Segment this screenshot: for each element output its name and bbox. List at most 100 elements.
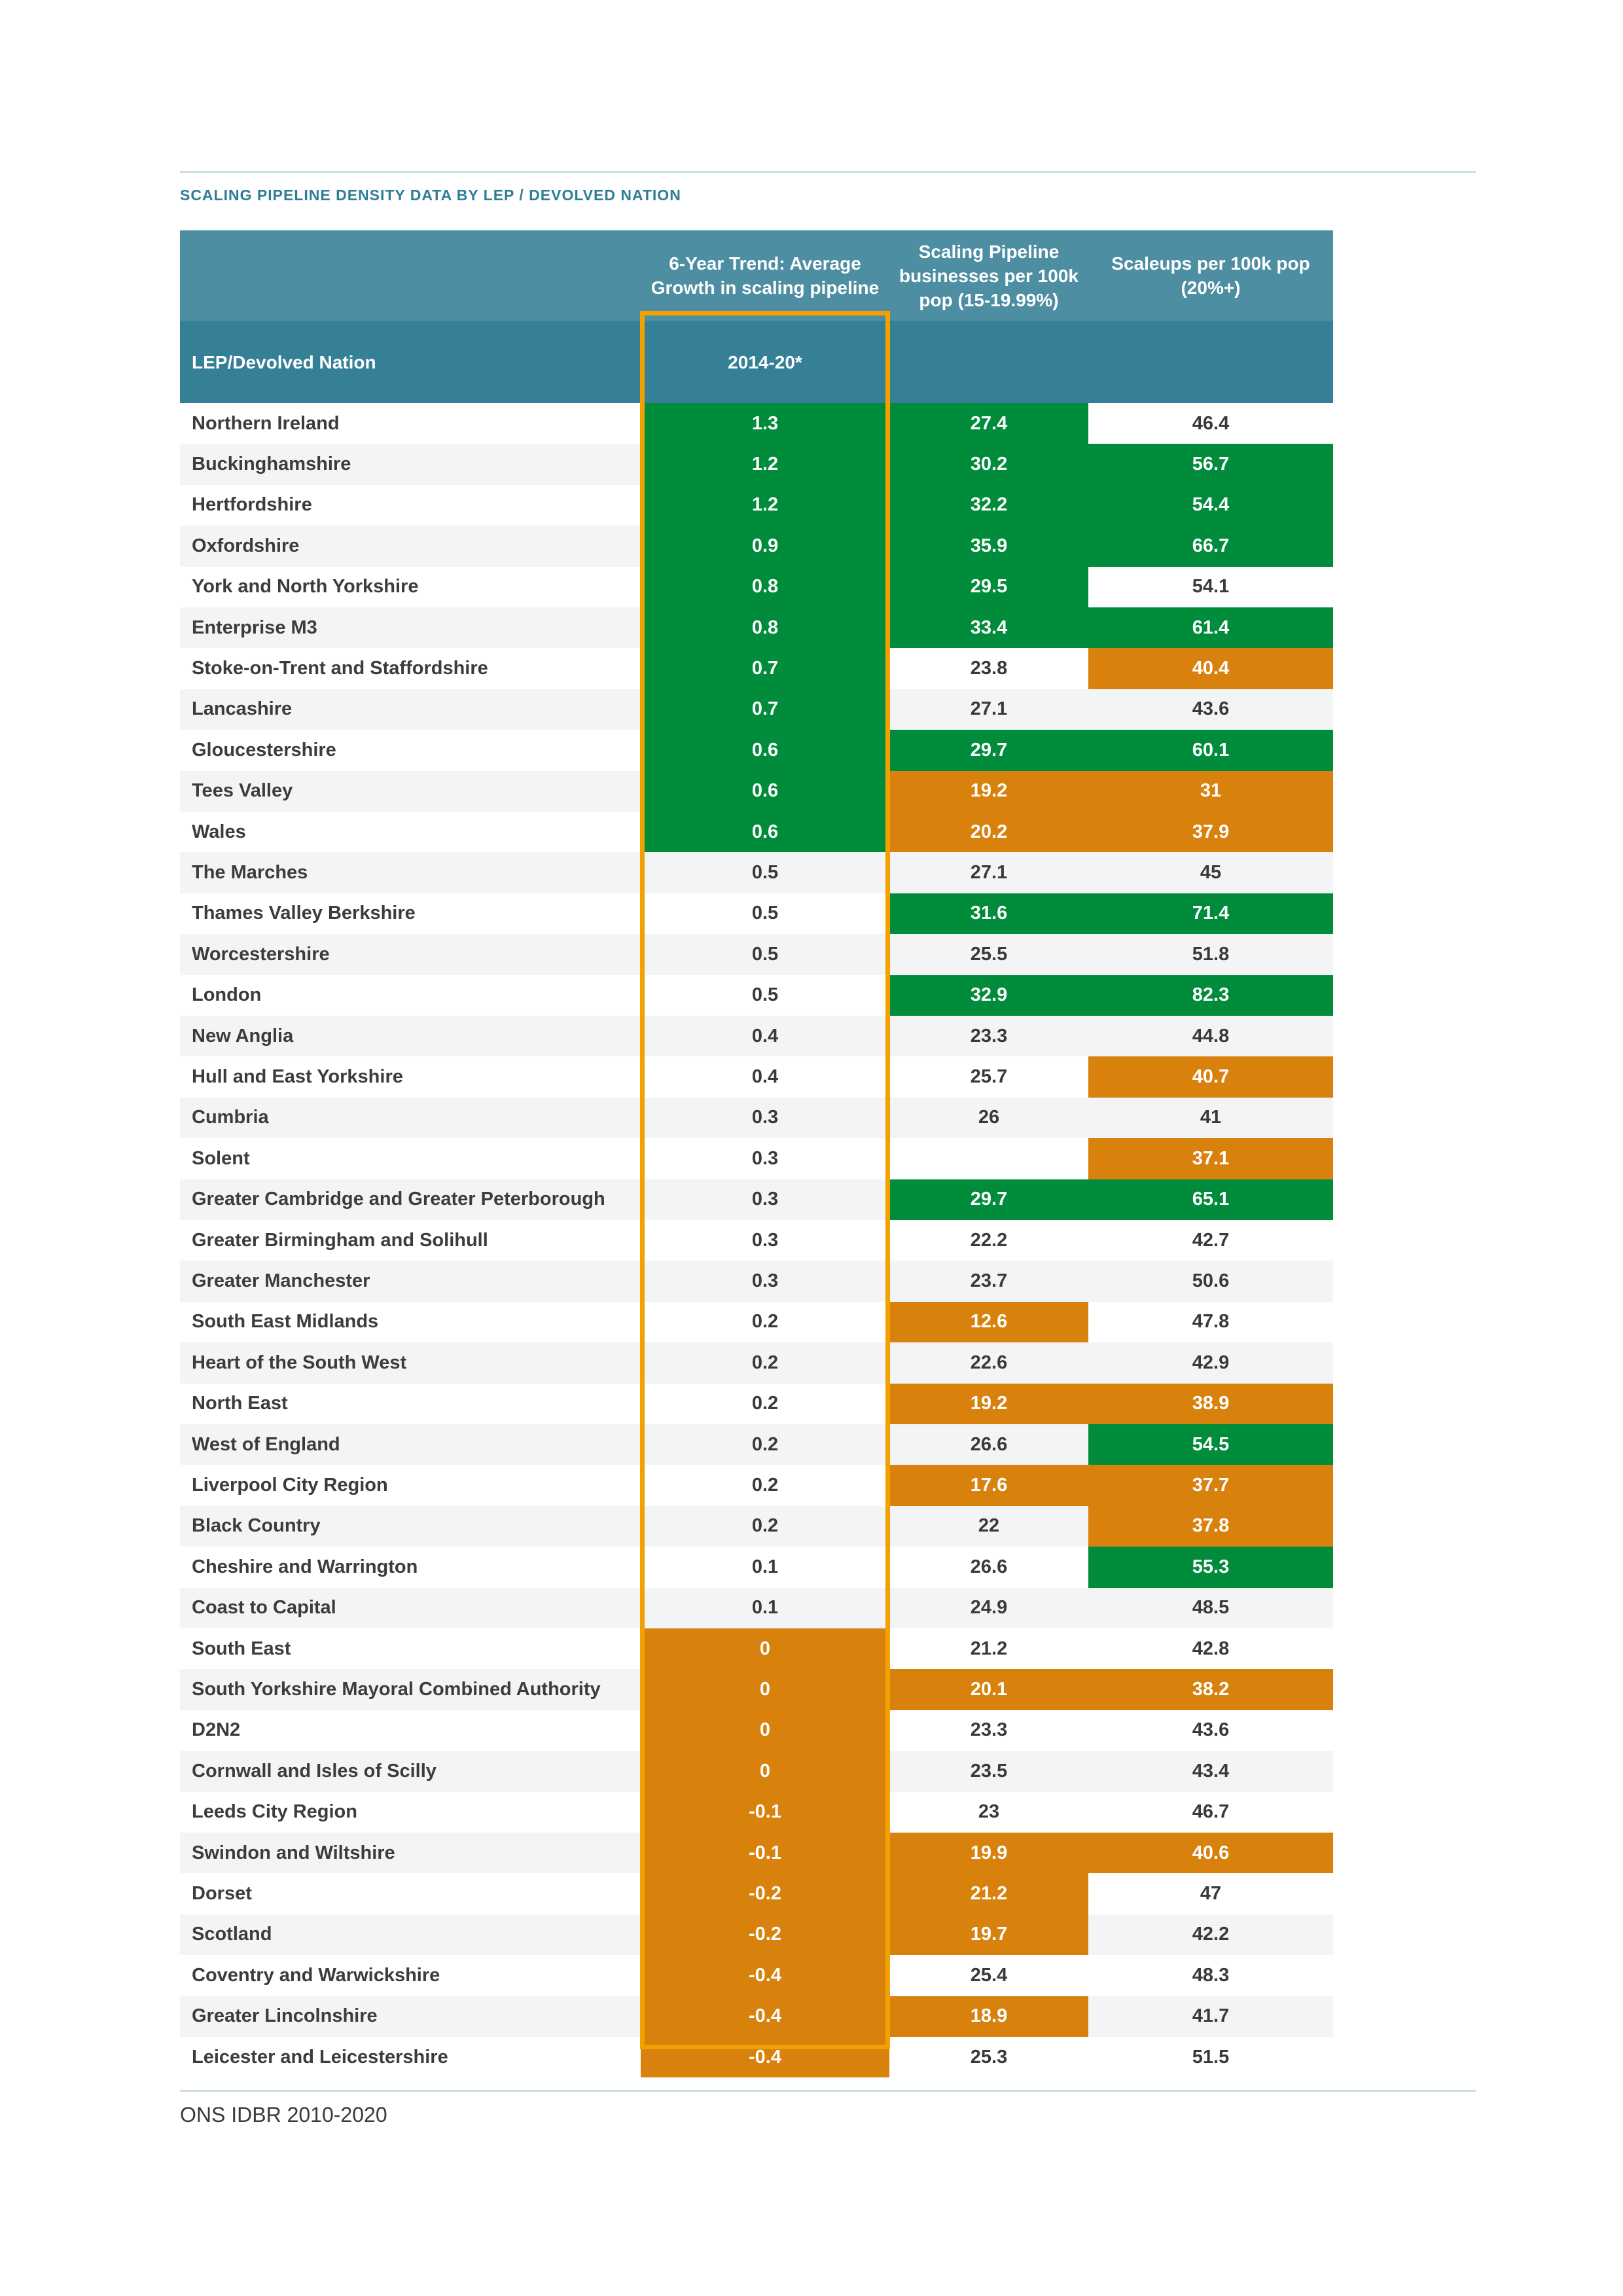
- row-background: [180, 1587, 1333, 1628]
- trend-cell: -0.1: [641, 1791, 889, 1833]
- trend-cell: 0.9: [641, 526, 889, 567]
- lep-name-cell: New Anglia: [192, 1025, 294, 1047]
- scaleups-cell: 38.9: [1088, 1383, 1333, 1424]
- scaleups-cell: 43.6: [1192, 1719, 1230, 1741]
- table-row: Tees Valley 0.6 19.2 31: [180, 770, 1333, 812]
- trend-cell: 0.3: [751, 1189, 779, 1210]
- pipeline-cell: 29.7: [889, 730, 1088, 771]
- scaleups-cell: 45: [1200, 862, 1222, 884]
- scaleups-cell: 55.3: [1088, 1547, 1333, 1588]
- scaleups-cell: 42.9: [1192, 1352, 1230, 1373]
- trend-cell: 0.7: [641, 648, 889, 689]
- pipeline-cell: 19.2: [889, 1383, 1088, 1424]
- pipeline-cell: 18.9: [889, 1996, 1088, 2037]
- table-row: Coventry and Warwickshire -0.4 25.4 48.3: [180, 1955, 1333, 1996]
- trend-cell: 0.6: [641, 812, 889, 853]
- lep-name-cell: Cheshire and Warrington: [192, 1556, 418, 1577]
- trend-cell: -0.4: [641, 1996, 889, 2037]
- table-row: New Anglia 0.4 23.3 44.8: [180, 1016, 1333, 1057]
- pipeline-cell: 23.3: [970, 1719, 1008, 1741]
- trend-cell: -0.4: [641, 1955, 889, 1996]
- trend-cell: 0.5: [751, 943, 779, 965]
- scaleups-cell: 40.4: [1088, 648, 1333, 689]
- lep-name-cell: Stoke-on-Trent and Staffordshire: [192, 658, 488, 679]
- trend-cell: -0.1: [641, 1833, 889, 1874]
- lep-name-cell: The Marches: [192, 862, 308, 884]
- trend-cell: 0.4: [751, 1066, 779, 1088]
- scaleups-cell: 47: [1200, 1883, 1222, 1905]
- pipeline-cell: 17.6: [889, 1465, 1088, 1506]
- table-row: Cornwall and Isles of Scilly 0 23.5 43.4: [180, 1751, 1333, 1792]
- pipeline-cell: 32.2: [889, 484, 1088, 526]
- trend-cell: 1.3: [641, 403, 889, 444]
- table-row: Hull and East Yorkshire 0.4 25.7 40.7: [180, 1056, 1333, 1098]
- trend-cell: 0.1: [751, 1597, 779, 1619]
- pipeline-cell: 19.2: [889, 770, 1088, 812]
- trend-cell: 0: [641, 1710, 889, 1751]
- table-row: North East 0.2 19.2 38.9: [180, 1383, 1333, 1424]
- source-note: ONS IDBR 2010-2020: [180, 2103, 387, 2126]
- trend-cell: 0.5: [751, 862, 779, 884]
- table-row: Greater Manchester 0.3 23.7 50.6: [180, 1261, 1333, 1302]
- lep-name-cell: North East: [192, 1393, 288, 1414]
- lep-name-cell: Wales: [192, 821, 246, 842]
- lep-name-cell: Gloucestershire: [192, 739, 336, 761]
- table-row: Liverpool City Region 0.2 17.6 37.7: [180, 1465, 1333, 1506]
- pipeline-cell: 22: [978, 1515, 1000, 1537]
- row-background: [180, 934, 1333, 975]
- lep-name-cell: Swindon and Wiltshire: [192, 1842, 395, 1863]
- table-subheader-row: LEP/Devolved Nation 2014-20*: [180, 321, 1333, 403]
- lep-name-cell: Heart of the South West: [192, 1352, 407, 1373]
- pipeline-cell: 25.3: [970, 2046, 1008, 2068]
- table-row: Northern Ireland 1.3 27.4 46.4: [180, 403, 1333, 444]
- scaleups-cell: 51.8: [1192, 943, 1230, 965]
- trend-cell: 0.5: [751, 903, 779, 924]
- scaleups-cell: 43.6: [1192, 698, 1230, 720]
- scaleups-cell: 51.5: [1192, 2046, 1230, 2068]
- row-background: [180, 1016, 1333, 1057]
- trend-cell: 0.2: [751, 1311, 779, 1333]
- lep-name-cell: Leicester and Leicestershire: [192, 2046, 448, 2068]
- trend-cell: 0.2: [751, 1515, 779, 1537]
- table-row: London 0.5 32.9 82.3: [180, 975, 1333, 1016]
- pipeline-cell: 20.2: [889, 812, 1088, 853]
- lep-name-cell: Liverpool City Region: [192, 1475, 388, 1496]
- lep-name-cell: Enterprise M3: [192, 617, 317, 638]
- pipeline-cell: 23: [978, 1801, 1000, 1823]
- lep-name-cell: Leeds City Region: [192, 1801, 357, 1823]
- pipeline-cell: 24.9: [970, 1597, 1008, 1619]
- pipeline-cell: 31.6: [889, 893, 1088, 935]
- trend-cell: 0.7: [641, 689, 889, 730]
- lep-name-cell: D2N2: [192, 1719, 241, 1741]
- pipeline-cell: 19.9: [889, 1833, 1088, 1874]
- table-row: Stoke-on-Trent and Staffordshire 0.7 23.8 4…: [180, 648, 1333, 689]
- trend-cell: 0: [641, 1669, 889, 1710]
- pipeline-cell: 27.1: [970, 862, 1008, 884]
- pipeline-cell: 20.1: [889, 1669, 1088, 1710]
- pipeline-cell: 25.7: [970, 1066, 1008, 1088]
- pipeline-cell: 23.7: [970, 1270, 1008, 1292]
- pipeline-cell: 25.5: [970, 943, 1008, 965]
- pipeline-cell: 26: [978, 1107, 1000, 1128]
- trend-cell: 0.8: [641, 607, 889, 649]
- trend-cell: 0.6: [641, 730, 889, 771]
- trend-cell: 1.2: [641, 444, 889, 485]
- scaleups-cell: 47.8: [1192, 1311, 1230, 1333]
- lep-name-cell: Black Country: [192, 1515, 321, 1537]
- trend-cell: 0.3: [751, 1270, 779, 1292]
- scaleups-cell: 60.1: [1088, 730, 1333, 771]
- scaleups-cell: 50.6: [1192, 1270, 1230, 1292]
- table-row: Thames Valley Berkshire 0.5 31.6 71.4: [180, 893, 1333, 935]
- trend-cell: 0.2: [751, 1475, 779, 1496]
- bottom-rule: [180, 2090, 1476, 2092]
- scaleups-cell: 56.7: [1088, 444, 1333, 485]
- lep-name-cell: Buckinghamshire: [192, 454, 351, 475]
- pipeline-cell: 29.5: [889, 566, 1088, 607]
- trend-cell: -0.2: [641, 1914, 889, 1956]
- trend-cell: 0.5: [751, 984, 779, 1006]
- table-row: Black Country 0.2 22 37.8: [180, 1505, 1333, 1547]
- table-row: Greater Lincolnshire -0.4 18.9 41.7: [180, 1996, 1333, 2037]
- lep-name-cell: Lancashire: [192, 698, 293, 720]
- pipeline-cell: 26.6: [970, 1433, 1008, 1455]
- scaleups-cell: 66.7: [1088, 526, 1333, 567]
